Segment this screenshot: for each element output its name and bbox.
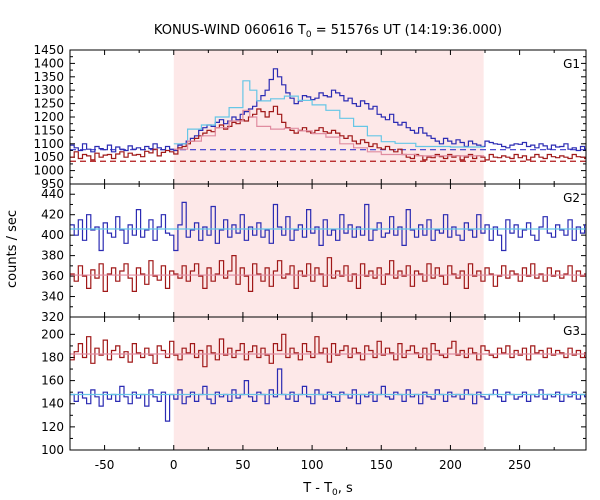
x-tick-label: 100 [301, 458, 324, 472]
y-tick-label: 400 [41, 228, 64, 242]
x-tick-label: 200 [439, 458, 462, 472]
y-tick-label: 440 [41, 187, 64, 201]
y-tick-label: 1100 [33, 137, 64, 151]
panel-g1: 9501000105011001150120012501300135014001… [33, 43, 587, 191]
light-curve-blue [70, 68, 586, 153]
x-axis-label: T - T0, s [302, 481, 353, 498]
fit-curve-pink_fit [173, 109, 485, 157]
y-tick-label: 1450 [33, 43, 64, 57]
y-tick-label: 1350 [33, 70, 64, 84]
panels: 9501000105011001150120012501300135014001… [33, 43, 587, 472]
light-curve-blue [70, 368, 586, 422]
panel-frame [69, 316, 587, 451]
burst-interval-shading [173, 184, 484, 317]
burst-interval-shading [173, 317, 484, 450]
x-axis-label-rest: , s [338, 481, 353, 496]
panel-label: G3 [563, 324, 580, 338]
chart-title-main: KONUS-WIND 060616 T [154, 23, 306, 38]
panel-label: G2 [563, 191, 580, 205]
y-tick-label: 320 [41, 310, 64, 324]
y-tick-label: 950 [41, 177, 64, 191]
y-tick-label: 1150 [33, 123, 64, 137]
y-tick-label: 360 [41, 269, 64, 283]
x-tick-label: 50 [235, 458, 250, 472]
chart-title-rest: = 51576s UT (14:19:36.000) [312, 23, 502, 38]
panel-data [70, 201, 586, 292]
y-tick-label: 160 [41, 374, 64, 388]
y-tick-label: 1050 [33, 150, 64, 164]
x-tick-label: 150 [370, 458, 393, 472]
panel-data [70, 68, 586, 162]
y-tick-label: 380 [41, 249, 64, 263]
light-curve-red [70, 105, 586, 161]
y-tick-label: 1200 [33, 110, 64, 124]
y-tick-label: 200 [41, 327, 64, 341]
y-tick-label: 180 [41, 350, 64, 364]
y-tick-label: 120 [41, 420, 64, 434]
x-tick-label: -50 [95, 458, 115, 472]
y-tick-label: 340 [41, 290, 64, 304]
chart-title-subscript: 0 [306, 30, 312, 40]
y-tick-label: 1300 [33, 83, 64, 97]
y-tick-label: 1400 [33, 56, 64, 70]
panel-label: G1 [563, 57, 580, 71]
light-curve-blue [70, 201, 586, 252]
panel-g2: 320 340 360 380 400 420 440 G2 [41, 183, 587, 324]
x-axis-label-subscript: 0 [332, 488, 338, 498]
x-axis-label-main: T - T [302, 481, 332, 496]
y-tick-label: 1000 [33, 164, 64, 178]
chart-title: KONUS-WIND 060616 T0 = 51576s UT (14:19:… [154, 23, 502, 40]
light-curve-red [70, 255, 586, 292]
x-tick-label: 250 [508, 458, 531, 472]
x-tick-label: 0 [170, 458, 178, 472]
y-axis-label: counts / sec [5, 210, 20, 288]
panel-data [70, 333, 586, 422]
y-tick-label: 420 [41, 208, 64, 222]
y-tick-label: 1250 [33, 97, 64, 111]
fit-curve-cyan [173, 80, 485, 148]
panel-g3: 100 120 140 160 180 200 G3 [41, 316, 587, 457]
y-tick-label: 140 [41, 397, 64, 411]
y-tick-label: 100 [41, 443, 64, 457]
